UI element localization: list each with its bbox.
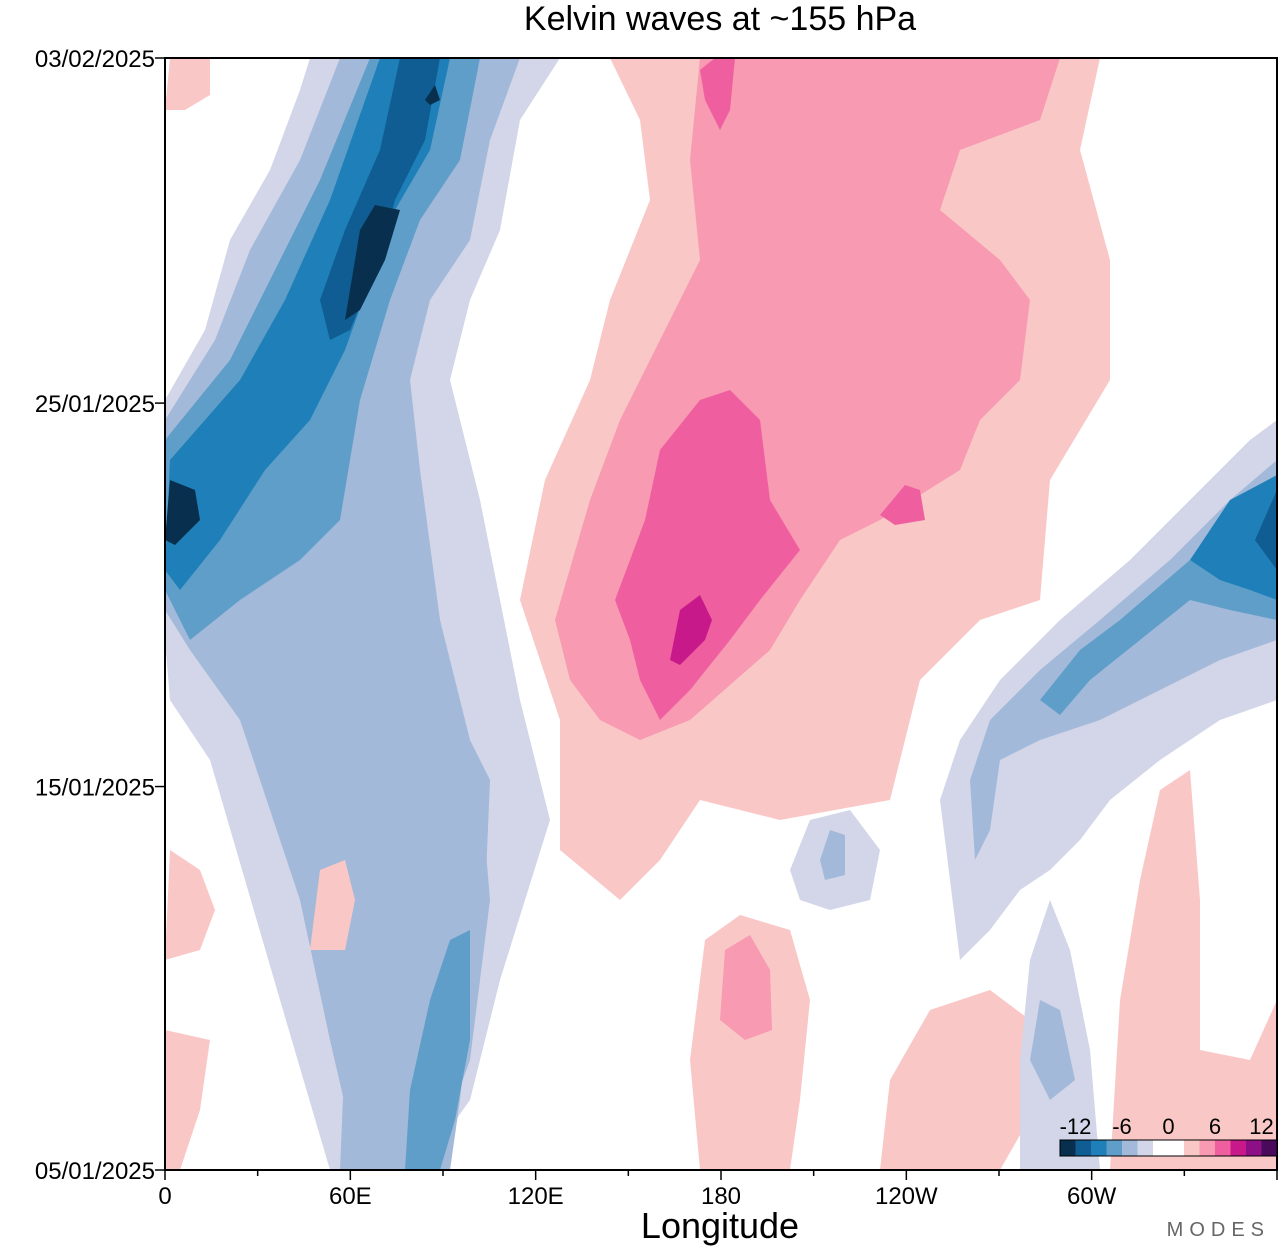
colorbar-swatch [1091,1140,1107,1156]
colorbar-frame [1059,1139,1278,1157]
negative-band-atlantic [790,420,1277,1170]
colorbar-swatch [1168,1140,1185,1156]
contour-fields [165,58,1277,1170]
colorbar-label: 12 [1249,1114,1273,1139]
x-tick-label: 60W [1067,1183,1117,1210]
chart-title: Kelvin waves at ~155 hPa [524,0,916,38]
colorbar-swatch [1261,1140,1278,1156]
x-tick-label: 120W [875,1183,938,1210]
x-tick-label: 60E [329,1183,372,1210]
x-tick-label: 120E [508,1183,564,1210]
y-tick-label: 05/01/2025 [35,1158,155,1185]
y-tick-label: 03/02/2025 [35,46,155,73]
colorbar-label: -6 [1112,1114,1132,1139]
colorbar-swatch [1184,1140,1200,1156]
colorbar-label: 6 [1209,1114,1221,1139]
colorbar-label: -12 [1060,1114,1092,1139]
positive-band-west-pacific [165,58,1277,1170]
colorbar-swatch [1060,1140,1076,1156]
x-tick-label: 180 [701,1183,741,1210]
colorbar-swatch [1075,1140,1092,1156]
colorbar-swatch [1230,1140,1247,1156]
y-axis: 05/01/2025 15/01/2025 25/01/2025 03/02/2025 [35,46,165,1185]
colorbar: -12 -6 0 6 12 [1059,1114,1278,1157]
colorbar-swatch [1137,1140,1154,1156]
colorbar-swatch [1246,1140,1262,1156]
y-tick-label: 25/01/2025 [35,391,155,418]
y-tick-label: 15/01/2025 [35,775,155,802]
colorbar-swatch [1199,1140,1216,1156]
x-axis-title: Longitude [641,1205,799,1246]
x-axis: 0 60E 120E 180 120W 60W [158,1170,1278,1210]
colorbar-swatch [1153,1140,1169,1156]
colorbar-label: 0 [1162,1114,1174,1139]
colorbar-swatch [1106,1140,1123,1156]
brand-logo: MODES [1167,1219,1270,1241]
colorbar-swatch [1122,1140,1138,1156]
colorbar-swatch [1215,1140,1231,1156]
negative-band-east-indian-ocean [165,58,560,1170]
x-tick-label: 0 [158,1183,171,1210]
